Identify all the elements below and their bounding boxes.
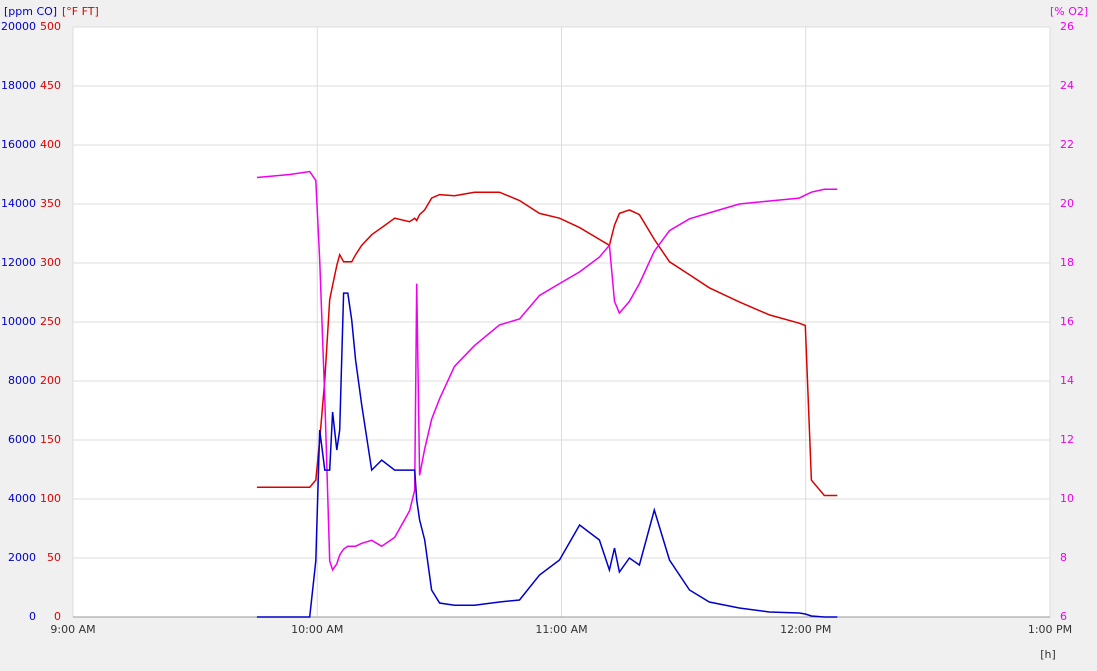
x-tick-label: 10:00 AM <box>291 623 343 636</box>
y-tick-label: 16 <box>1060 315 1074 328</box>
y-tick-label: 6000 <box>8 433 36 446</box>
x-tick-label: 1:00 PM <box>1028 623 1072 636</box>
y-tick-label: 14000 <box>1 197 36 210</box>
y-tick-label: 0 <box>54 610 61 623</box>
y-tick-label: 14 <box>1060 374 1074 387</box>
y-tick-label: 12000 <box>1 256 36 269</box>
y-tick-label: 300 <box>40 256 61 269</box>
y-tick-label: 10 <box>1060 492 1074 505</box>
y-tick-label: 2000 <box>8 551 36 564</box>
y-tick-label: 26 <box>1060 20 1074 33</box>
y-tick-label: 100 <box>40 492 61 505</box>
series-line <box>256 170 838 572</box>
y-tick-label: 12 <box>1060 433 1074 446</box>
y-tick-label: 500 <box>40 20 61 33</box>
y-axis-label: [°F FT] <box>62 5 99 18</box>
y-tick-label: 10000 <box>1 315 36 328</box>
y-tick-label: 200 <box>40 374 61 387</box>
y-tick-label: 22 <box>1060 138 1074 151</box>
y-tick-label: 350 <box>40 197 61 210</box>
series-line <box>256 292 838 618</box>
y-axis-label: [ppm CO] <box>4 5 57 18</box>
x-tick-label: 9:00 AM <box>50 623 95 636</box>
series-line <box>256 191 838 497</box>
y-tick-label: 150 <box>40 433 61 446</box>
x-tick-label: 12:00 PM <box>780 623 831 636</box>
y-tick-label: 18000 <box>1 79 36 92</box>
y-tick-label: 16000 <box>1 138 36 151</box>
y-tick-label: 6 <box>1060 610 1067 623</box>
y-tick-label: 8 <box>1060 551 1067 564</box>
y-tick-label: 20000 <box>1 20 36 33</box>
y-tick-label: 18 <box>1060 256 1074 269</box>
y-tick-label: 0 <box>29 610 36 623</box>
y-tick-label: 24 <box>1060 79 1074 92</box>
x-axis-label: [h] <box>1040 648 1056 661</box>
y-tick-label: 250 <box>40 315 61 328</box>
y-axis-label: [% O2] <box>1050 5 1088 18</box>
y-tick-label: 20 <box>1060 197 1074 210</box>
y-tick-label: 50 <box>47 551 61 564</box>
y-tick-label: 400 <box>40 138 61 151</box>
y-tick-label: 4000 <box>8 492 36 505</box>
x-tick-label: 11:00 AM <box>535 623 587 636</box>
y-tick-label: 450 <box>40 79 61 92</box>
y-tick-label: 8000 <box>8 374 36 387</box>
